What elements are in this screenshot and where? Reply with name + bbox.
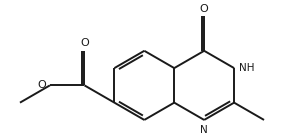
Text: O: O <box>38 80 47 90</box>
Text: NH: NH <box>239 63 254 73</box>
Text: O: O <box>200 4 208 14</box>
Text: N: N <box>200 125 207 135</box>
Text: O: O <box>80 38 89 48</box>
